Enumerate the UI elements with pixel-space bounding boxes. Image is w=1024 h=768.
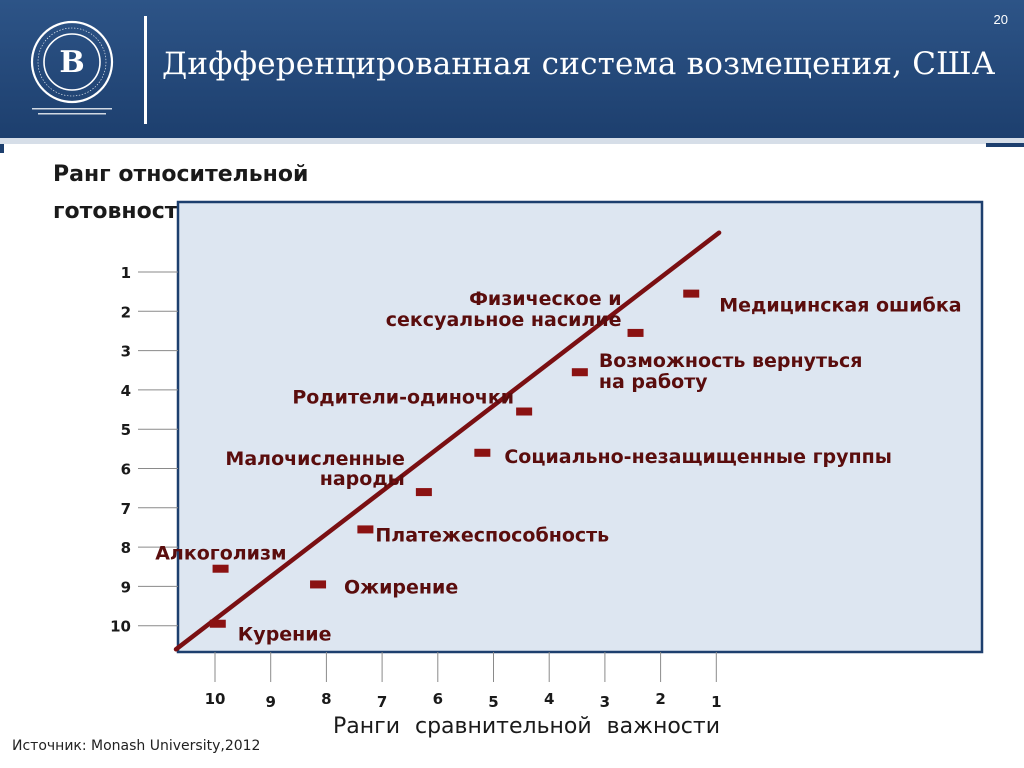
x-tick-label: 7	[377, 693, 387, 711]
y-tick-label: 5	[121, 421, 131, 439]
y-tick-label: 10	[110, 618, 131, 636]
data-point-label: Социально-незащищенные группы	[504, 446, 892, 468]
corner-accent-right	[986, 143, 1024, 147]
x-tick-label: 5	[488, 693, 498, 711]
y-axis-title-line-1: Ранг относительной	[53, 162, 309, 187]
data-point-label: Родители-одиночки	[292, 387, 514, 409]
y-axis: 1 2 3 4 5 6 7 8 9 10	[110, 264, 178, 636]
data-point-marker	[627, 328, 644, 337]
corner-accent-left	[0, 144, 4, 153]
y-tick-label: 4	[121, 382, 131, 400]
x-tick-label: 3	[600, 693, 610, 711]
y-tick-label: 8	[121, 539, 131, 557]
x-tick-label: 10	[205, 690, 226, 708]
page-number: 20	[993, 12, 1008, 27]
data-point-label: сексуальное насилие	[386, 309, 622, 331]
data-point-label: на работу	[599, 371, 708, 393]
data-point-label: Малочисленные	[225, 448, 404, 470]
data-point-marker	[571, 368, 588, 377]
x-axis: 10 9 8 7 6 5 4 3 2 1	[205, 652, 722, 711]
slide-header	[0, 0, 1024, 138]
data-point-label: народы	[320, 468, 405, 490]
data-point-marker	[516, 407, 533, 416]
slide-title: Дифференцированная система возмещения, С…	[162, 46, 996, 82]
data-point-label: Физическое и	[469, 288, 621, 310]
svg-text:В: В	[59, 45, 84, 80]
x-tick-label: 6	[433, 690, 443, 708]
data-point-marker	[357, 525, 374, 534]
source-note: Источник: Monash University,2012	[12, 738, 261, 754]
header-strip	[0, 138, 1024, 144]
data-point-label: Алкоголизм	[155, 543, 286, 565]
y-tick-label: 7	[121, 500, 131, 518]
data-point-marker	[683, 289, 700, 298]
data-point-marker	[310, 580, 327, 589]
x-tick-label: 1	[711, 693, 721, 711]
trend-line	[173, 230, 722, 652]
data-point-marker	[209, 619, 226, 628]
x-tick-label: 9	[265, 693, 275, 711]
y-tick-label: 2	[121, 303, 131, 321]
data-point-marker	[474, 448, 491, 457]
data-point-label: Медицинская ошибка	[719, 295, 961, 317]
data-point-label: Курение	[238, 624, 332, 646]
data-point-label: Платежеспособность	[375, 524, 609, 546]
header-divider	[144, 16, 147, 124]
plot-area	[176, 200, 984, 654]
y-tick-label: 3	[121, 343, 131, 361]
x-axis-title: Ранги сравнительной важности	[333, 714, 721, 739]
data-point-label: Ожирение	[344, 576, 458, 598]
data-point-marker	[212, 564, 229, 573]
data-point-label: Возможность вернуться	[599, 350, 863, 372]
data-point-marker	[415, 488, 432, 497]
hse-logo-icon: В	[30, 20, 114, 115]
y-tick-label: 6	[121, 461, 131, 479]
x-tick-label: 4	[544, 690, 554, 708]
x-tick-label: 8	[321, 690, 331, 708]
x-tick-label: 2	[655, 690, 665, 708]
data-points: Курение Алкоголизм Ожирение Платежеспособно…	[155, 288, 961, 646]
y-tick-label: 1	[121, 264, 131, 282]
y-tick-label: 9	[121, 578, 131, 596]
